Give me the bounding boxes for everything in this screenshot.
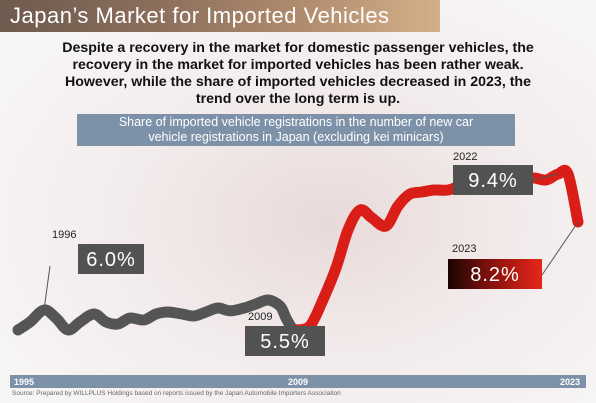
annotation-year-label: 1996	[52, 229, 76, 241]
chart-title-line: vehicle registrations in Japan (excludin…	[148, 130, 444, 144]
summary-line: Despite a recovery in the market for dom…	[62, 40, 534, 56]
series-line-2	[292, 164, 584, 336]
chart-title-line: Share of imported vehicle registrations …	[118, 115, 474, 129]
x-tick-label: 2009	[288, 377, 308, 387]
page-title: Japan’s Market for Imported Vehicles	[10, 3, 390, 28]
annotation-value-box	[448, 259, 542, 289]
summary-text: Despite a recovery in the market for dom…	[20, 40, 576, 108]
summary-line: However, while the share of imported veh…	[64, 74, 531, 90]
x-axis-bar	[10, 375, 586, 388]
annotation-year-label: 2023	[452, 243, 476, 255]
annotation-value-box	[78, 244, 144, 274]
annotation-value-box	[453, 165, 533, 195]
annotation-value-label: 8.2%	[470, 264, 520, 286]
chart-title-box: Share of imported vehicle registrations …	[77, 114, 515, 146]
annotation-leader-line	[532, 173, 559, 181]
source-note: Source: Prepared by WILLPLUS Holdings ba…	[12, 390, 341, 397]
summary-line: recovery in the market for imported vehi…	[72, 57, 524, 73]
annotation-value-label: 6.0%	[86, 249, 136, 271]
annotation-leader-line	[43, 265, 51, 311]
annotation-year-label: 2022	[453, 151, 477, 163]
annotation-value-label: 9.4%	[468, 170, 518, 192]
x-tick-label: 2023	[560, 377, 580, 387]
annotation-value-box	[245, 326, 325, 356]
x-tick-label: 1995	[14, 377, 34, 387]
series-line-1	[12, 294, 304, 336]
title-banner: Japan’s Market for Imported Vehicles	[0, 0, 440, 32]
annotation-leader-line	[541, 221, 579, 276]
summary-line: trend over the long term is up.	[195, 91, 401, 107]
annotation-value-label: 5.5%	[260, 331, 310, 353]
annotation-year-label: 2009	[248, 311, 272, 323]
